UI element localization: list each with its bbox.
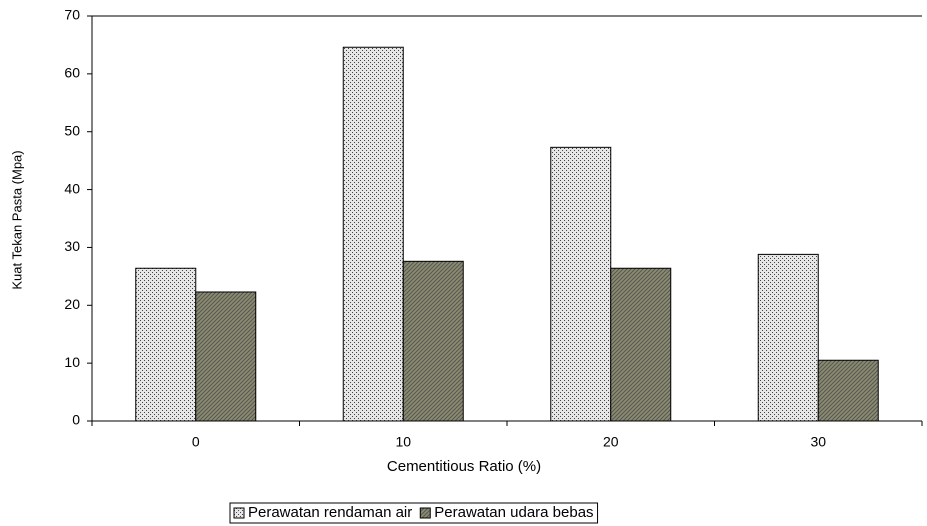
legend-label: Perawatan udara bebas: [434, 504, 593, 521]
y-axis-label: Kuat Tekan Pasta (Mpa): [9, 150, 24, 289]
legend-box: [229, 502, 599, 524]
bar: [610, 267, 672, 422]
bar: [817, 359, 879, 422]
bar: [550, 146, 612, 422]
y-tick-label: 40: [64, 180, 80, 196]
legend-swatch: [419, 507, 431, 519]
x-tick-label: 0: [192, 434, 200, 450]
y-tick-label: 70: [64, 7, 80, 23]
y-tick-label: 0: [72, 412, 80, 428]
legend-label: Perawatan rendaman air: [248, 504, 412, 521]
bar: [402, 260, 464, 422]
y-tick-label: 10: [64, 354, 80, 370]
y-tick-label: 20: [64, 296, 80, 312]
x-tick-label: 20: [603, 434, 619, 450]
y-tick-label: 30: [64, 238, 80, 254]
x-tick-label: 30: [810, 434, 826, 450]
bar: [195, 291, 257, 422]
legend-swatch: [233, 507, 245, 519]
legend: Perawatan rendaman air Perawatan udara be…: [229, 502, 599, 524]
x-tick-label: 10: [395, 434, 411, 450]
x-axis-label: Cementitious Ratio (%): [387, 458, 541, 475]
bar: [342, 46, 404, 422]
y-tick-label: 50: [64, 122, 80, 138]
bar: [757, 253, 819, 422]
y-tick-label: 60: [64, 65, 80, 81]
bar: [135, 267, 197, 422]
